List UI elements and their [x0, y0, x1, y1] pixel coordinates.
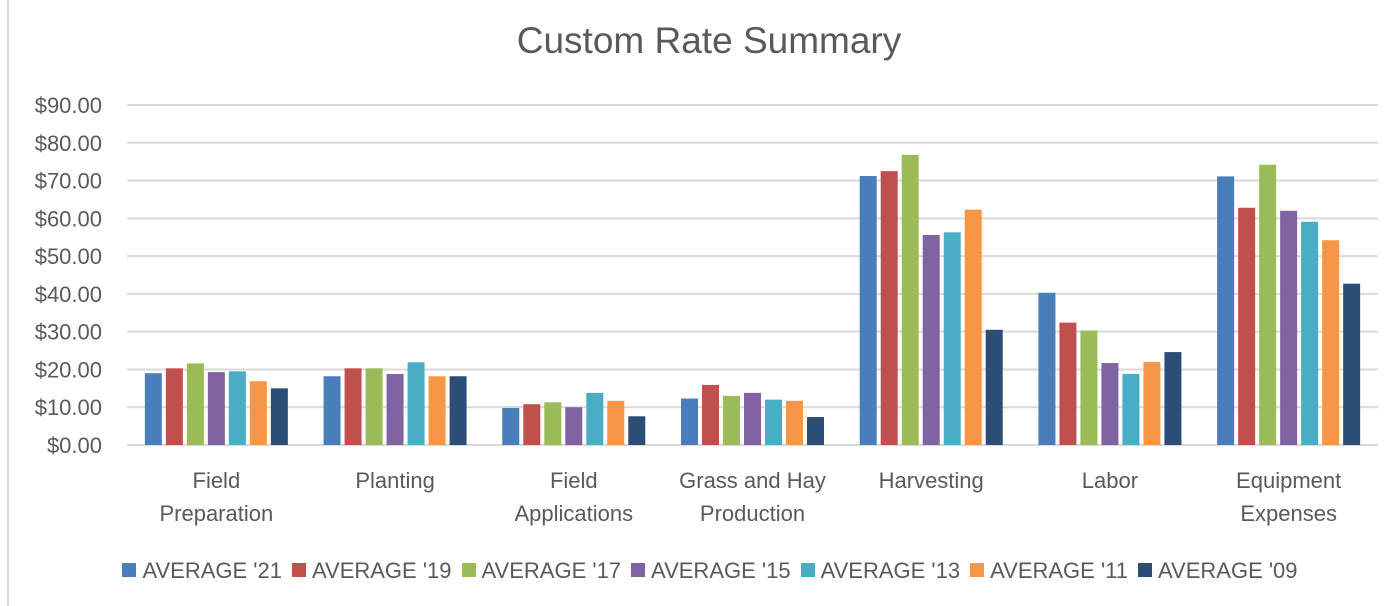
bar [702, 384, 719, 445]
legend-swatch [1138, 563, 1152, 577]
legend-label: AVERAGE '19 [311, 558, 452, 583]
bar [207, 372, 225, 445]
bar [964, 209, 982, 445]
x-category-label: Harvesting [879, 468, 984, 493]
bar [428, 376, 446, 445]
bar [407, 362, 425, 445]
bar [386, 373, 404, 445]
bar [1143, 361, 1161, 445]
x-category-label: Planting [355, 468, 435, 493]
bar [1259, 164, 1277, 445]
y-tick-label: $30.00 [35, 320, 102, 345]
y-tick-label: $10.00 [35, 395, 102, 420]
bar [165, 368, 183, 445]
y-tick-label: $40.00 [35, 282, 102, 307]
bar [502, 407, 520, 445]
legend-item: AVERAGE '21 [122, 558, 282, 584]
legend-label: AVERAGE '09 [1158, 558, 1298, 583]
bar [544, 402, 562, 445]
chart-title: Custom Rate Summary [516, 20, 902, 61]
y-tick-label: $60.00 [35, 206, 102, 231]
bar [901, 154, 919, 445]
bar [1164, 352, 1182, 445]
bar [1280, 210, 1298, 445]
bar [1217, 176, 1235, 445]
bar [344, 368, 362, 445]
x-category-label: Field [550, 468, 598, 493]
legend-swatch [800, 563, 815, 577]
bar [449, 376, 467, 445]
bar [270, 388, 288, 445]
y-tick-label: $70.00 [35, 169, 102, 194]
y-tick-label: $80.00 [35, 131, 102, 156]
legend-label: AVERAGE '15 [651, 558, 791, 583]
bar [744, 392, 761, 445]
bar [985, 329, 1003, 445]
y-axis-ticks: $0.00 $10.00 $20.00 $30.00 $40.00 $50.00 $60.0… [35, 93, 102, 458]
x-category-label: Preparation [159, 501, 273, 526]
bar [807, 417, 824, 445]
legend-label: AVERAGE '21 [142, 558, 282, 583]
y-tick-label: $90.00 [35, 93, 102, 118]
bar [323, 376, 341, 445]
bar [1238, 207, 1256, 445]
legend-label: AVERAGE '17 [481, 558, 622, 583]
legend-item: AVERAGE '13 [800, 558, 961, 584]
bar [922, 234, 940, 445]
bar [228, 371, 246, 445]
chart-frame [7, 0, 1390, 606]
bar [765, 399, 782, 445]
x-category-label: Production [700, 501, 805, 526]
legend: AVERAGE '21 AVERAGE '19 AVERAGE '17 AVERAGE… [0, 558, 1390, 584]
legend-label: AVERAGE '11 [990, 558, 1128, 583]
y-tick-label: $20.00 [35, 357, 102, 382]
bar [681, 398, 698, 445]
bar [523, 404, 541, 445]
legend-swatch [461, 563, 476, 577]
legend-item: AVERAGE '17 [461, 558, 622, 584]
bar [859, 176, 877, 445]
bar [365, 368, 383, 445]
x-category-label: Applications [514, 501, 633, 526]
bar [586, 392, 604, 445]
legend-item: AVERAGE '19 [291, 558, 452, 584]
bar [565, 407, 583, 445]
x-category-label: Expenses [1240, 501, 1337, 526]
bar [607, 400, 625, 445]
x-category-label: Equipment [1236, 468, 1341, 493]
bar [1343, 283, 1361, 445]
x-category-label: Labor [1082, 468, 1138, 493]
bar [723, 395, 740, 445]
legend-swatch [291, 563, 306, 577]
bar [1101, 363, 1119, 445]
legend-label: AVERAGE '13 [820, 558, 961, 583]
bar [144, 373, 162, 445]
x-axis-categories: Field Preparation Planting Field Application… [159, 468, 1341, 526]
bar [1122, 373, 1140, 445]
legend-item: AVERAGE '11 [970, 558, 1128, 584]
x-category-label: Field [193, 468, 241, 493]
bar [249, 381, 267, 445]
bar [1301, 221, 1319, 445]
legend-item: AVERAGE '09 [1138, 558, 1298, 584]
bar [186, 363, 204, 445]
y-tick-label: $0.00 [47, 433, 102, 458]
legend-swatch [122, 563, 137, 577]
bar [1038, 292, 1056, 445]
x-category-label: Grass and Hay [679, 468, 826, 493]
bar [628, 416, 646, 445]
bar [880, 171, 898, 445]
legend-swatch [970, 563, 985, 577]
bar [1059, 322, 1077, 445]
bars [144, 154, 1361, 445]
bar [943, 232, 961, 445]
bar [1322, 240, 1340, 445]
bar [1080, 330, 1098, 445]
legend-swatch [631, 563, 646, 577]
bar [786, 400, 803, 445]
legend-item: AVERAGE '15 [631, 558, 791, 584]
y-tick-label: $50.00 [35, 244, 102, 269]
